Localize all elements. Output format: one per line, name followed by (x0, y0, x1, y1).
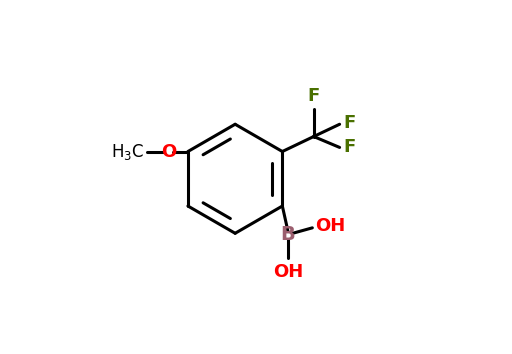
Text: F: F (308, 87, 320, 105)
Text: OH: OH (273, 263, 303, 281)
Text: F: F (344, 114, 356, 132)
Text: H$_3$C: H$_3$C (111, 142, 144, 161)
Text: B: B (281, 225, 295, 244)
Text: F: F (344, 138, 356, 156)
Text: OH: OH (315, 217, 345, 235)
Text: O: O (161, 143, 177, 160)
